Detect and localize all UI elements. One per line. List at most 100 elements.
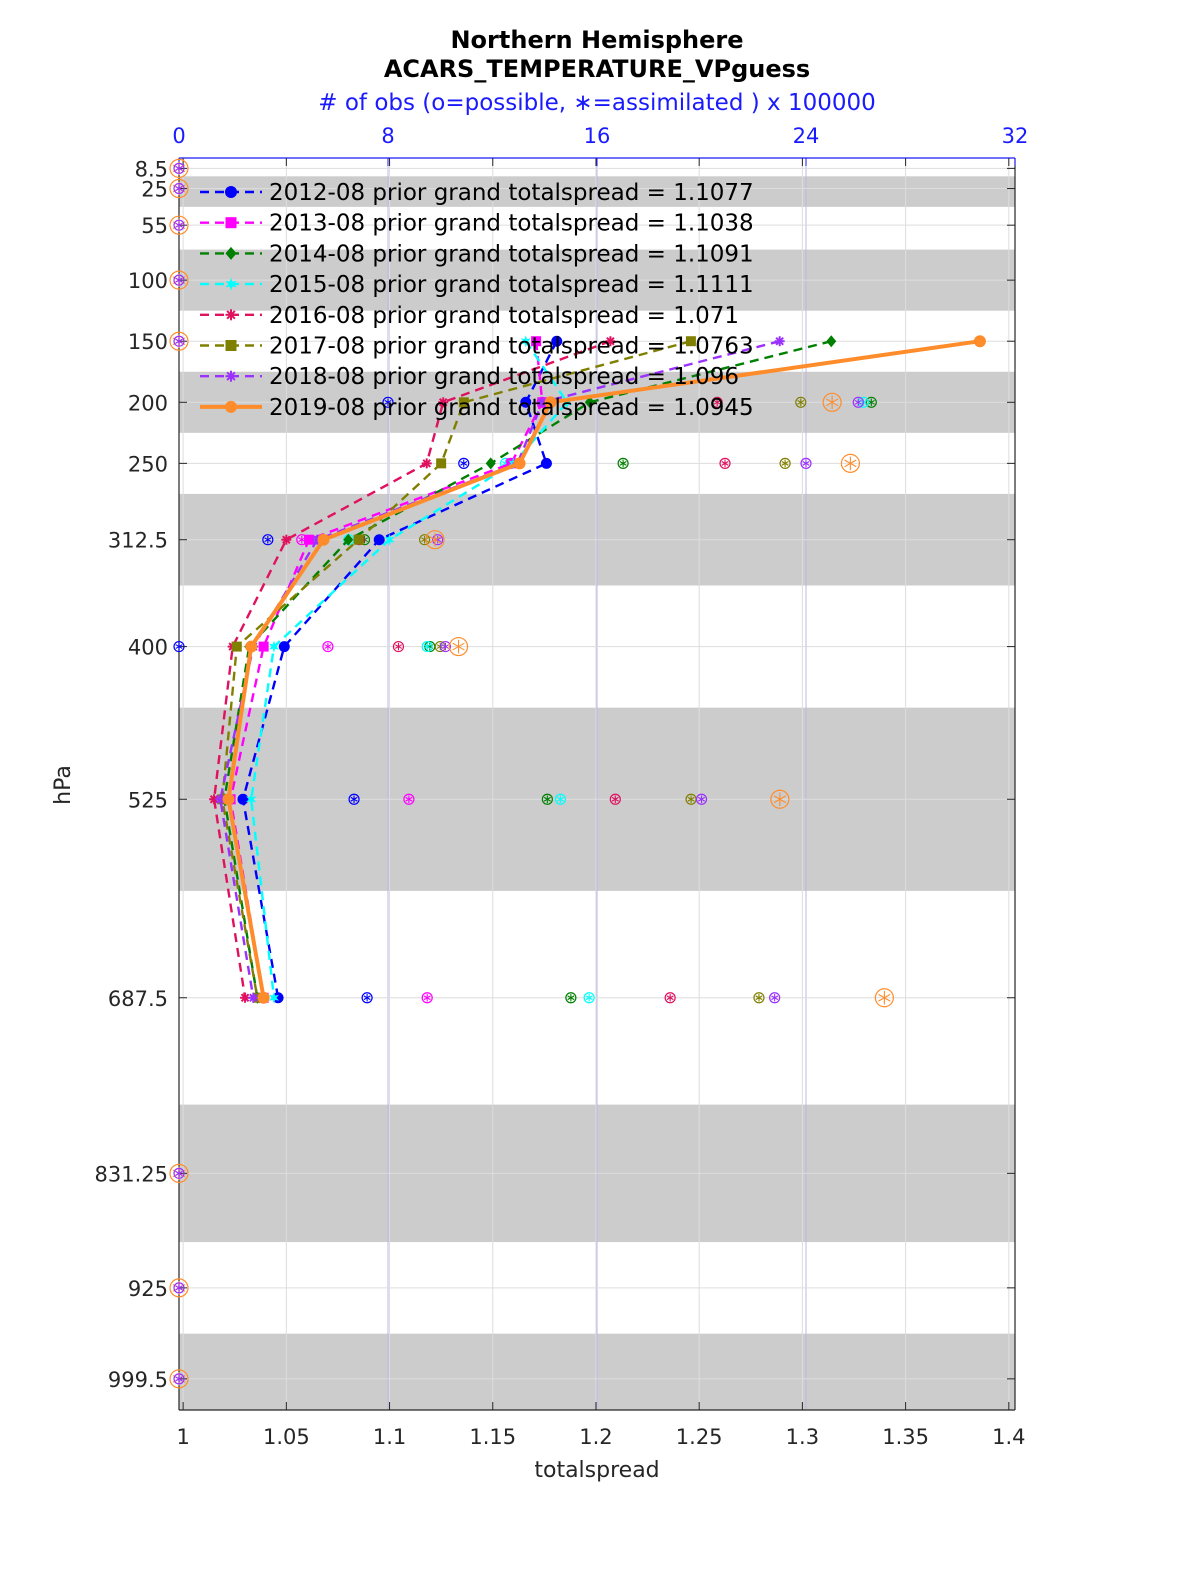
y-tick-label: 400 — [128, 636, 168, 660]
series-point — [774, 336, 785, 347]
obs-possible-circle — [173, 219, 185, 231]
obs-count-marker — [392, 640, 405, 653]
obs-possible-circle — [173, 274, 185, 286]
marker-shape — [222, 793, 235, 806]
obs-possible-circle — [779, 457, 791, 469]
obs-count-marker — [361, 992, 373, 1004]
obs-count-marker — [865, 396, 877, 408]
obs-possible-circle — [874, 988, 894, 1008]
series-point — [531, 336, 542, 347]
obs-possible-circle — [753, 992, 765, 1004]
marker-shape — [353, 534, 364, 545]
marker-shape — [257, 991, 270, 1004]
marker-shape — [245, 640, 258, 653]
obs-possible-circle — [169, 1369, 189, 1389]
obs-possible-circle — [173, 335, 185, 347]
obs-count-marker — [695, 793, 708, 805]
y-axis-label: hPa — [51, 765, 76, 805]
obs-count-marker — [769, 992, 781, 1004]
obs-count-marker — [173, 1167, 185, 1179]
marker-shape — [551, 335, 563, 347]
obs-possible-circle — [173, 182, 185, 195]
obs-possible-circle — [169, 158, 189, 178]
x-tick-label: 1.35 — [882, 1425, 929, 1449]
y-tick-label: 312.5 — [108, 529, 168, 553]
obs-count-marker — [173, 274, 185, 286]
legend-marker — [225, 217, 237, 229]
obs-count-marker — [262, 534, 274, 546]
series-point — [343, 533, 354, 546]
obs-count-marker — [418, 534, 431, 546]
y-tick-label: 200 — [128, 391, 168, 415]
obs-assimilated-star — [773, 795, 786, 804]
marker-stroke — [538, 398, 547, 407]
y-tick-label: 250 — [128, 452, 168, 476]
obs-count-marker — [173, 219, 185, 231]
obs-count-marker — [779, 457, 791, 469]
obs-assimilated-star — [567, 995, 575, 1001]
marker-stroke — [226, 310, 236, 320]
marker-stroke — [240, 993, 250, 1002]
obs-possible-circle — [169, 1278, 189, 1298]
obs-assimilated-star — [721, 461, 729, 466]
obs-assimilated-star — [298, 537, 306, 543]
obs-assimilated-star — [867, 399, 875, 405]
marker-shape — [373, 534, 385, 546]
marker-shape — [225, 246, 237, 260]
series-point — [278, 641, 290, 653]
obs-assimilated-star — [175, 1285, 183, 1291]
obs-count-marker — [173, 335, 185, 347]
obs-assimilated-star — [175, 222, 183, 228]
obs-possible-circle — [458, 457, 470, 469]
obs-possible-circle — [770, 789, 790, 809]
marker-shape — [513, 457, 526, 470]
obs-assimilated-star — [797, 399, 805, 405]
marker-shape — [231, 641, 242, 652]
marker-shape — [436, 458, 447, 469]
marker-shape — [225, 340, 237, 351]
top-tick-label: 24 — [793, 124, 820, 148]
series-point — [222, 793, 235, 806]
obs-assimilated-star — [543, 796, 551, 802]
marker-stroke — [249, 993, 258, 1002]
series-point — [685, 336, 696, 347]
obs-assimilated-star — [324, 644, 332, 649]
series-point — [257, 991, 270, 1004]
obs-assimilated-star — [826, 398, 839, 407]
chart-subtitle: ACARS_TEMPERATURE_VPguess — [384, 55, 810, 83]
marker-shape — [268, 991, 280, 1004]
y-tick-label: 687.5 — [108, 987, 168, 1011]
obs-possible-circle — [421, 992, 433, 1004]
obs-assimilated-star — [175, 338, 183, 344]
plot-area: 1 1.05 1.1 1.15 1.2 1.25 1.3 1.35 1.4 0 8 16 24 32 8.5… — [95, 124, 1029, 1449]
marker-shape — [544, 396, 557, 409]
obs-possible-circle — [554, 793, 567, 805]
y-tick-label: 150 — [128, 330, 168, 354]
obs-possible-circle — [664, 992, 676, 1004]
obs-possible-circle — [418, 534, 431, 546]
obs-count-marker — [173, 182, 185, 195]
marker-shape — [485, 457, 496, 470]
series-point — [246, 793, 257, 806]
legend-marker — [225, 246, 237, 260]
legend: 2012-08 prior grand totalspread = 1.1077… — [200, 180, 754, 421]
series-point — [248, 992, 259, 1003]
x-tick-label: 1.3 — [786, 1425, 819, 1449]
legend-marker — [225, 370, 237, 382]
obs-count-marker — [719, 457, 731, 469]
top-tick-label: 16 — [584, 124, 611, 148]
obs-possible-circle — [583, 992, 595, 1004]
y-tick-label: 525 — [128, 788, 168, 812]
series-point — [304, 534, 315, 545]
obs-possible-circle — [382, 396, 394, 408]
marker-shape — [520, 396, 532, 408]
obs-count-marker — [173, 1282, 185, 1294]
obs-assimilated-star — [452, 642, 465, 651]
y-tick-label: 100 — [128, 269, 168, 293]
obs-possible-circle — [173, 640, 185, 653]
obs-possible-circle — [169, 270, 189, 290]
obs-possible-circle — [421, 640, 433, 653]
obs-possible-circle — [609, 793, 621, 805]
obs-possible-circle — [565, 992, 577, 1004]
marker-shape — [531, 336, 542, 347]
